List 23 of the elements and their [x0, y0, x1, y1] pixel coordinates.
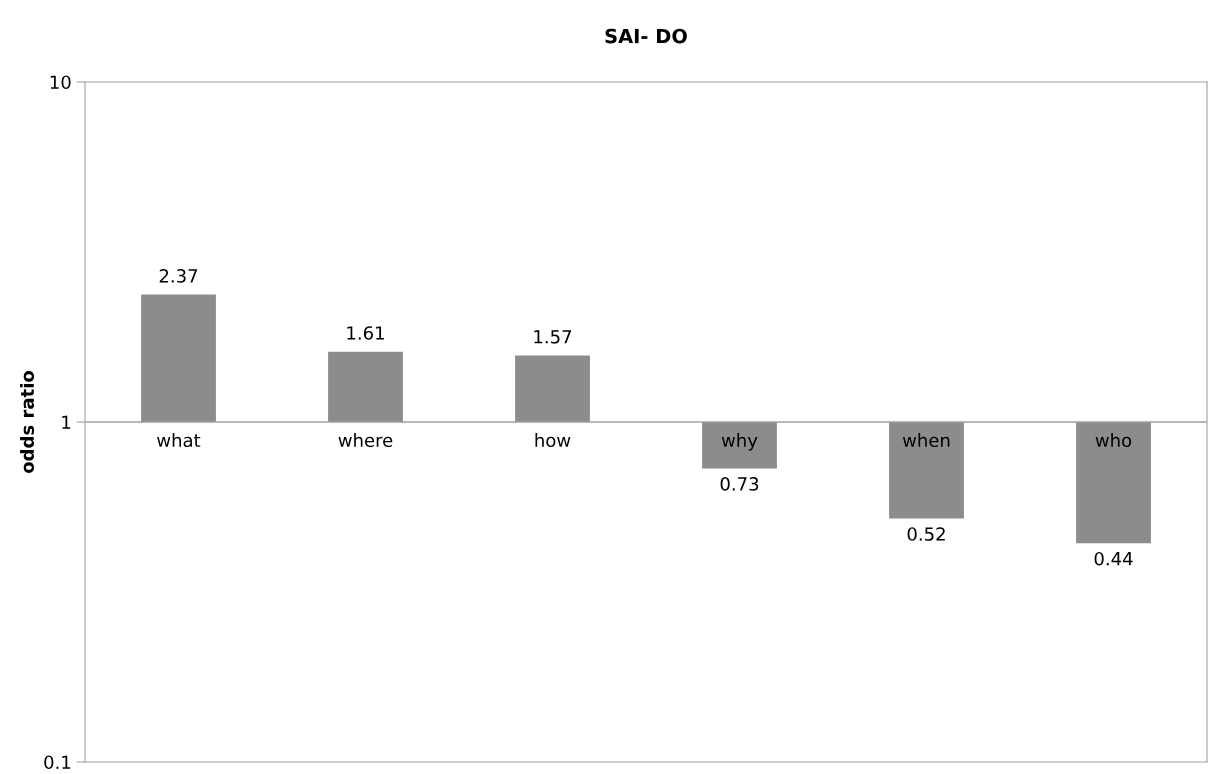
chart-title: SAI- DO — [605, 28, 687, 44]
data-label: 1.57 — [534, 330, 572, 344]
bar — [702, 422, 777, 469]
x-tick-label: how — [535, 433, 571, 448]
x-tick-label: who — [1095, 433, 1132, 448]
bar — [1076, 422, 1151, 544]
data-label: 2.37 — [159, 269, 198, 283]
data-label: 0.44 — [1094, 551, 1133, 566]
bar — [889, 422, 964, 519]
data-label: 1.61 — [347, 326, 384, 340]
y-axis-title: odds ratio — [20, 370, 35, 474]
bar — [141, 294, 216, 422]
x-tick-label: what — [157, 433, 201, 448]
x-tick-label: why — [721, 433, 758, 451]
x-tick-label: where — [338, 433, 393, 448]
x-tick-label: when — [902, 433, 950, 448]
data-label: 0.73 — [720, 477, 759, 491]
bar — [515, 355, 590, 422]
y-tick-label: 0.1 — [44, 755, 71, 770]
bar — [328, 351, 403, 422]
data-label: 0.52 — [907, 527, 945, 541]
y-tick-label: 1 — [62, 415, 71, 429]
y-tick-label: 10 — [50, 75, 71, 90]
